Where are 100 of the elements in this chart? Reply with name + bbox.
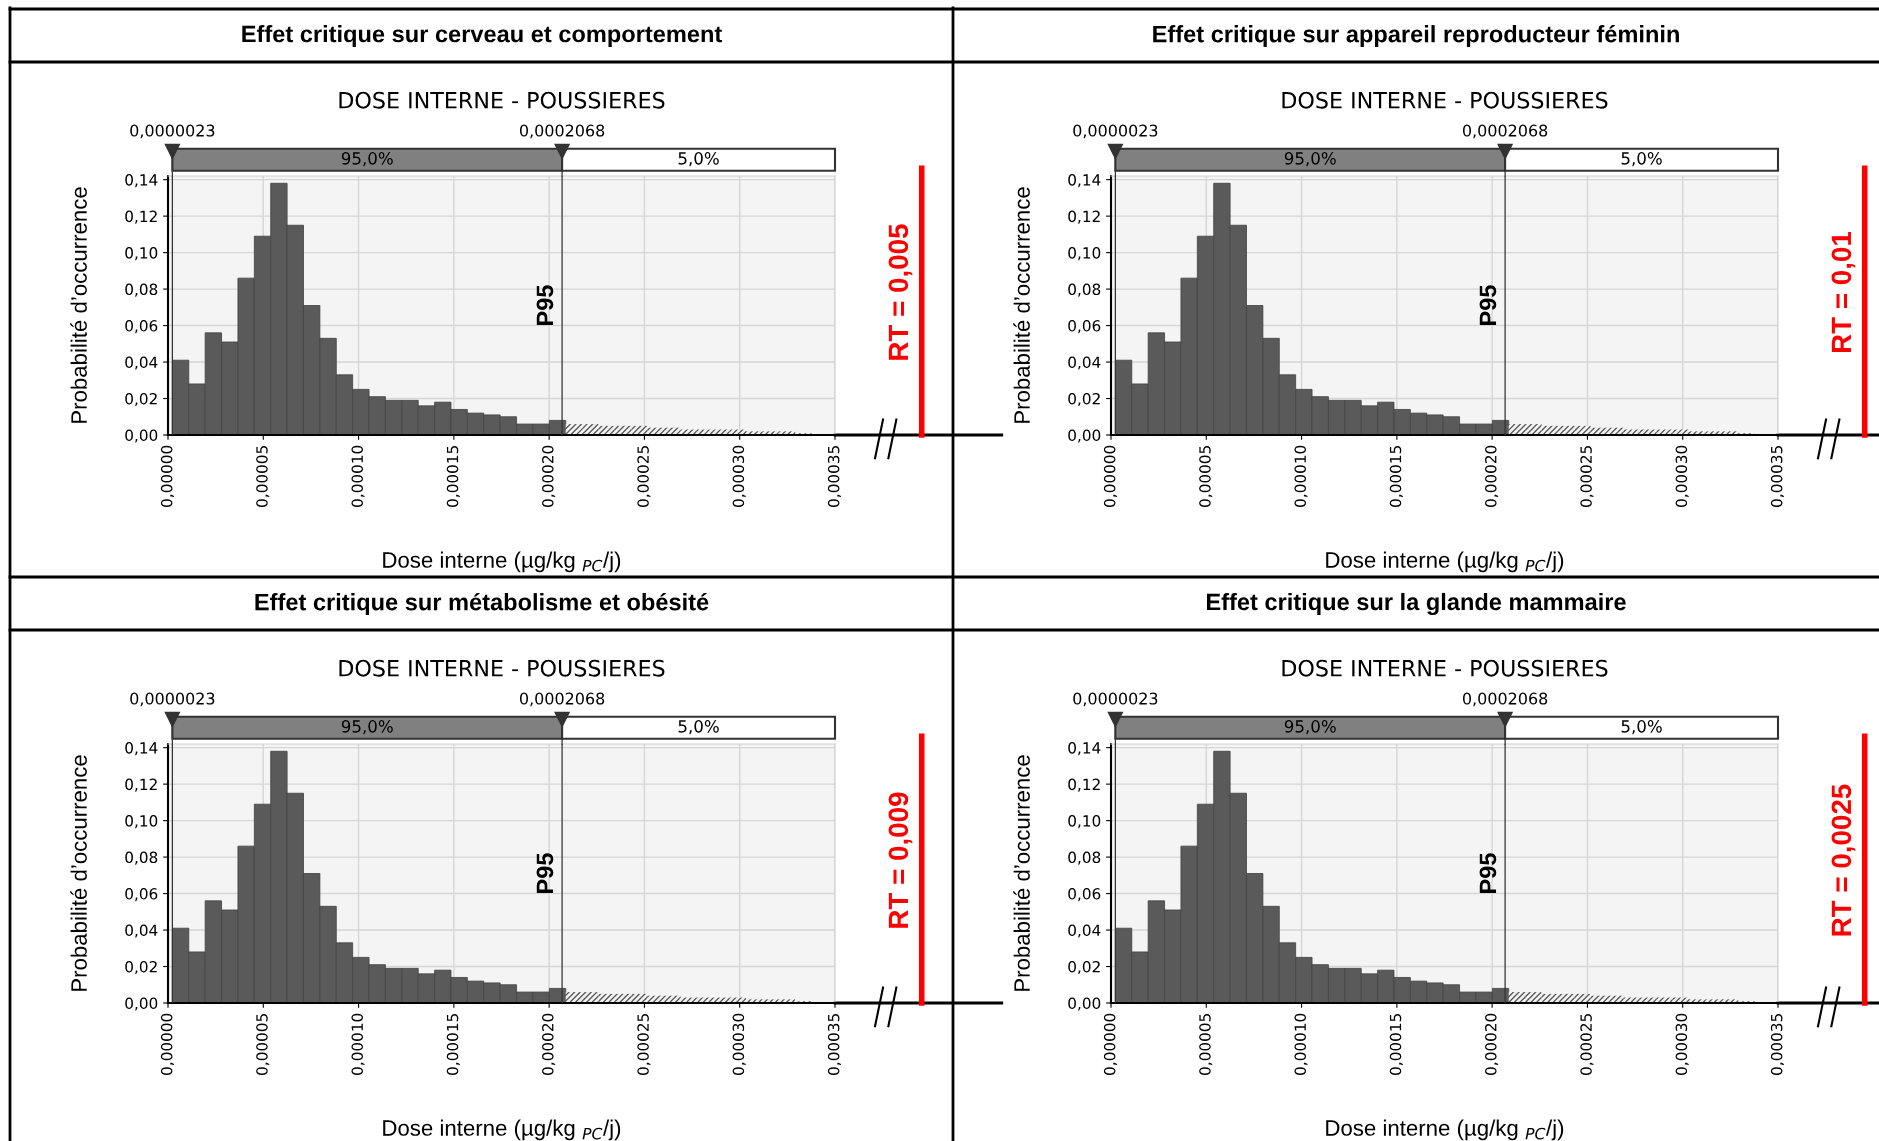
text: RT = 0,0025 [1831,784,1856,936]
y-tick-label: 0,08 [1068,851,1101,865]
y-tick-label: 0,06 [125,320,158,334]
y-tick-label: 0,00 [125,997,158,1011]
text: RT = 0,01 [1831,231,1856,353]
annotation: P95 [1479,853,1497,893]
x-tick-label: 0,00010 [351,1013,365,1075]
y-tick-label: 0,08 [1068,283,1101,297]
ref-line-label: 0,0002068 [1462,692,1548,707]
y-tick-label: 0,10 [1068,247,1101,261]
x-tick-label: 0,00000 [160,1013,174,1075]
x-tick-label: 0,00020 [542,1013,556,1075]
x-tick-label: 0,00000 [1103,1013,1117,1075]
x-axis-title: Dose interne (µg/kg $_{PC}$/j) [383,1119,621,1141]
y-tick-label: 0,14 [1068,174,1101,188]
x-tick-label: 0,00025 [1580,1014,1594,1075]
y-tick-label: 0,02 [1068,392,1100,407]
chart-subtitle: DOSE INTERNE - POUSSIERES [339,659,665,677]
chart-title: Effet critique sur cerveau et comportement [242,25,722,47]
annotation: P95 [536,853,554,893]
text: 95,0% [341,720,393,735]
ref-line-label: 0,0002068 [1462,124,1548,139]
x-tick-label: 0,00015 [1389,1014,1403,1075]
y-tick-label: 0,10 [125,247,158,261]
x-tick-label: 0,00010 [1294,1013,1308,1075]
y-tick-label: 0,14 [125,742,158,756]
y-tick-label: 0,14 [125,174,158,188]
text: 95,0% [1284,720,1336,735]
y-tick-label: 0,12 [125,210,157,224]
y-tick-label: 0,04 [125,924,158,938]
y-axis-title: Probabilité d’occurrence [1013,187,1030,423]
y-tick-label: 0,12 [1068,778,1100,792]
x-tick-label: 0,00030 [732,445,746,507]
y-tick-label: 0,02 [125,392,157,407]
x-tick-label: 0,00015 [1389,446,1403,507]
ref-line-label: 0,0000023 [1073,692,1158,707]
y-tick-label: 0,02 [125,960,157,975]
text: 95,0% [341,152,393,167]
y-tick-label: 0,00 [125,429,158,443]
x-axis-title: Dose interne (µg/kg $_{PC}$/j) [1326,551,1564,573]
chart-subtitle: DOSE INTERNE - POUSSIERES [339,91,665,109]
y-tick-label: 0,08 [125,851,158,865]
x-tick-label: 0,00000 [1103,445,1117,507]
x-tick-label: 0,00025 [637,446,651,507]
text: 5,0% [1621,152,1662,167]
y-tick-label: 0,00 [1068,429,1101,443]
x-tick-label: 0,00015 [446,1014,460,1075]
y-tick-label: 0,14 [1068,742,1101,756]
x-tick-label: 0,00035 [1770,446,1784,507]
chart-title: Effet critique sur appareil reproducteur féminin [1153,24,1679,48]
y-tick-label: 0,10 [125,815,158,829]
y-tick-label: 0,04 [125,356,158,370]
x-tick-label: 0,00035 [827,446,841,507]
chart-title: Effet critique sur métabolisme et obésité [255,592,709,616]
annotation: P95 [1479,285,1497,325]
x-tick-label: 0,00020 [1485,445,1499,507]
ref-line-label: 0,0000023 [130,692,215,707]
text: RT = 0,005 [888,224,913,360]
y-tick-label: 0,04 [1068,924,1101,938]
ref-line-label: 0,0000023 [1073,124,1158,139]
y-tick-label: 0,10 [1068,815,1101,829]
x-tick-label: 0,00030 [1675,1013,1689,1075]
y-axis-title: Probabilité d’occurrence [1013,755,1030,991]
x-tick-label: 0,00005 [256,1014,270,1075]
ref-line-label: 0,0000023 [130,124,215,139]
x-tick-label: 0,00005 [256,446,270,507]
x-tick-label: 0,00035 [827,1014,841,1075]
x-tick-label: 0,00005 [1199,446,1213,507]
x-tick-label: 0,00020 [542,445,556,507]
annotation: P95 [536,285,554,325]
y-tick-label: 0,06 [125,888,158,902]
text: 5,0% [1621,720,1662,735]
y-axis-title: Probabilité d’occurrence [70,187,87,423]
y-tick-label: 0,12 [125,778,157,792]
x-tick-label: 0,00030 [732,1013,746,1075]
x-axis-title: Dose interne (µg/kg $_{PC}$/j) [383,551,621,573]
y-tick-label: 0,08 [125,283,158,297]
x-tick-label: 0,00025 [637,1014,651,1075]
y-tick-label: 0,00 [1068,997,1101,1011]
y-tick-label: 0,02 [1068,960,1100,975]
chart-subtitle: DOSE INTERNE - POUSSIERES [1282,659,1608,677]
x-tick-label: 0,00005 [1199,1014,1213,1075]
y-tick-label: 0,06 [1068,320,1101,334]
ref-line-label: 0,0002068 [519,124,605,139]
chart-subtitle: DOSE INTERNE - POUSSIERES [1282,91,1608,109]
x-tick-label: 0,00030 [1675,445,1689,507]
x-tick-label: 0,00010 [1294,445,1308,507]
text: RT = 0,009 [888,792,913,928]
ref-line-label: 0,0002068 [519,692,605,707]
text: 5,0% [678,152,719,167]
x-tick-label: 0,00000 [160,445,174,507]
text: 95,0% [1284,152,1336,167]
x-tick-label: 0,00010 [351,445,365,507]
y-tick-label: 0,06 [1068,888,1101,902]
x-tick-label: 0,00015 [446,446,460,507]
x-tick-label: 0,00035 [1770,1014,1784,1075]
x-tick-label: 0,00025 [1580,446,1594,507]
text: 5,0% [678,720,719,735]
chart-title: Effet critique sur la glande mammaire [1206,592,1626,616]
y-tick-label: 0,04 [1068,356,1101,370]
